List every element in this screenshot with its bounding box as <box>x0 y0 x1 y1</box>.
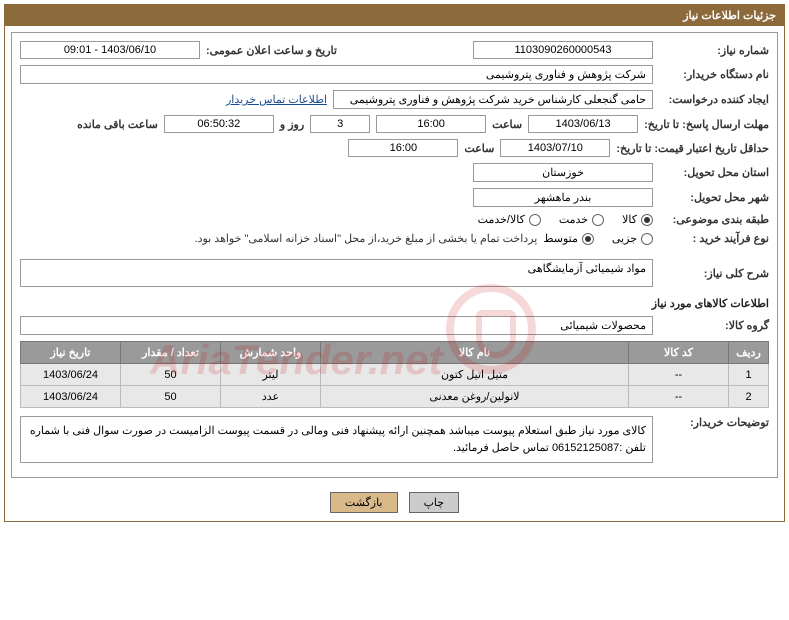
table-cell: 2 <box>729 386 769 408</box>
table-cell: لانولین/روغن معدنی <box>321 386 629 408</box>
goods-table: ردیف کد کالا نام کالا واحد شمارش تعداد /… <box>20 341 769 408</box>
announce-date-value: 1403/06/10 - 09:01 <box>20 41 200 59</box>
price-validity-label: حداقل تاریخ اعتبار قیمت: تا تاریخ: <box>616 142 769 155</box>
explanation-text: کالای مورد نیاز طبق استعلام پیوست میباشد… <box>20 416 653 463</box>
table-cell: -- <box>629 364 729 386</box>
explanation-label: توضیحات خریدار: <box>659 416 769 429</box>
buyer-org-label: نام دستگاه خریدار: <box>659 68 769 81</box>
radio-medium[interactable]: متوسط <box>543 232 594 245</box>
announce-date-label: تاریخ و ساعت اعلان عمومی: <box>206 44 337 57</box>
table-cell: 1403/06/24 <box>21 364 121 386</box>
th-row: ردیف <box>729 342 769 364</box>
panel-header: جزئیات اطلاعات نیاز <box>5 5 784 26</box>
purchase-process-label: نوع فرآیند خرید : <box>659 232 769 245</box>
panel-title: جزئیات اطلاعات نیاز <box>683 10 776 22</box>
table-cell: 1403/06/24 <box>21 386 121 408</box>
response-deadline-label: مهلت ارسال پاسخ: تا تاریخ: <box>644 118 769 131</box>
table-cell: 50 <box>121 386 221 408</box>
radio-goods-service[interactable]: کالا/خدمت <box>478 213 541 226</box>
general-desc-label: شرح کلی نیاز: <box>659 267 769 280</box>
table-cell: 50 <box>121 364 221 386</box>
buyer-org-value: شرکت پژوهش و فناوری پتروشیمی <box>20 65 653 84</box>
response-days: 3 <box>310 115 370 133</box>
price-validity-time-label: ساعت <box>464 142 494 155</box>
radio-icon <box>641 214 653 226</box>
price-validity-date: 1403/07/10 <box>500 139 610 157</box>
print-button[interactable]: چاپ <box>409 492 460 513</box>
table-row: 2--لانولین/روغن معدنیعدد501403/06/24 <box>21 386 769 408</box>
radio-icon <box>529 214 541 226</box>
delivery-province-value: خوزستان <box>473 163 653 182</box>
delivery-city-value: بندر ماهشهر <box>473 188 653 207</box>
delivery-city-label: شهر محل تحویل: <box>659 191 769 204</box>
table-cell: متیل اتیل کتون <box>321 364 629 386</box>
response-remaining-label: ساعت باقی مانده <box>77 118 158 131</box>
goods-info-title: اطلاعات کالاهای مورد نیاز <box>20 297 769 310</box>
response-deadline-date: 1403/06/13 <box>528 115 638 133</box>
goods-group-label: گروه کالا: <box>659 319 769 332</box>
radio-small[interactable]: جزیی <box>612 232 653 245</box>
response-time-label: ساعت <box>492 118 522 131</box>
subject-category-label: طبقه بندی موضوعی: <box>659 213 769 226</box>
main-panel: جزئیات اطلاعات نیاز شماره نیاز: 11030902… <box>4 4 785 522</box>
table-cell: -- <box>629 386 729 408</box>
back-button[interactable]: بازگشت <box>330 492 398 513</box>
response-days-label: روز و <box>280 118 304 131</box>
panel-content: شماره نیاز: 1103090260000543 تاریخ و ساع… <box>11 32 778 478</box>
delivery-province-label: استان محل تحویل: <box>659 166 769 179</box>
table-cell: عدد <box>221 386 321 408</box>
radio-icon <box>592 214 604 226</box>
price-validity-time: 16:00 <box>348 139 458 157</box>
radio-icon <box>582 233 594 245</box>
goods-group-value: محصولات شیمیائی <box>20 316 653 335</box>
response-deadline-time: 16:00 <box>376 115 486 133</box>
radio-service[interactable]: خدمت <box>559 213 604 226</box>
radio-goods[interactable]: کالا <box>622 213 653 226</box>
subject-category-group: کالا خدمت کالا/خدمت <box>478 213 653 226</box>
th-unit: واحد شمارش <box>221 342 321 364</box>
table-cell: لیتر <box>221 364 321 386</box>
request-number-label: شماره نیاز: <box>659 44 769 57</box>
button-row: چاپ بازگشت <box>5 484 784 521</box>
th-code: کد کالا <box>629 342 729 364</box>
table-cell: 1 <box>729 364 769 386</box>
purchase-process-group: جزیی متوسط <box>543 232 653 245</box>
general-desc-value: مواد شیمیائی آزمایشگاهی <box>20 259 653 287</box>
response-remaining: 06:50:32 <box>164 115 274 133</box>
requester-label: ایجاد کننده درخواست: <box>659 93 769 106</box>
purchase-note: پرداخت تمام یا بخشی از مبلغ خرید،از محل … <box>195 232 538 245</box>
th-date: تاریخ نیاز <box>21 342 121 364</box>
request-number-value: 1103090260000543 <box>473 41 653 59</box>
th-name: نام کالا <box>321 342 629 364</box>
requester-value: حامی گنجعلی کارشناس خرید شرکت پژوهش و فن… <box>333 90 653 109</box>
contact-link[interactable]: اطلاعات تماس خریدار <box>226 93 327 106</box>
radio-icon <box>641 233 653 245</box>
th-qty: تعداد / مقدار <box>121 342 221 364</box>
table-row: 1--متیل اتیل کتونلیتر501403/06/24 <box>21 364 769 386</box>
